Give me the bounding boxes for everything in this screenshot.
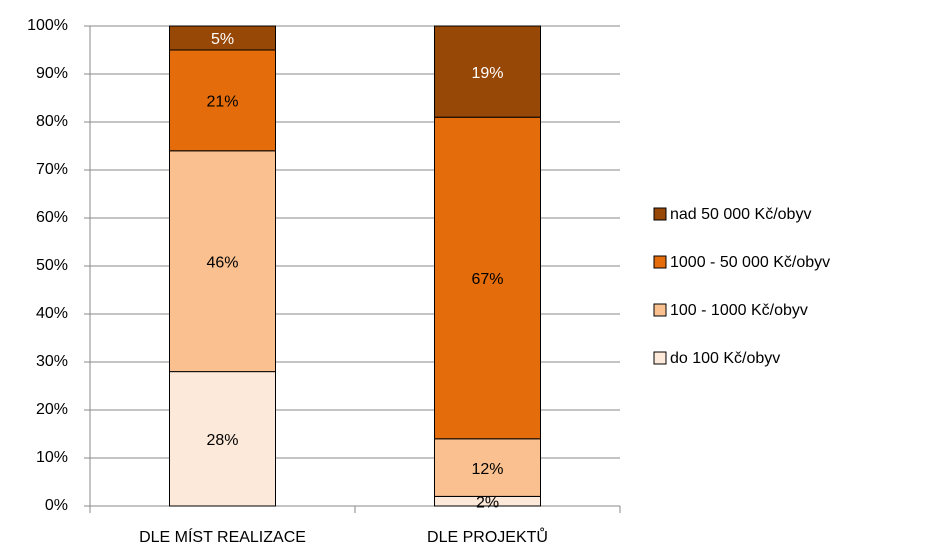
x-tick-label: DLE MÍST REALIZACE <box>139 527 306 546</box>
data-label: 12% <box>471 461 503 478</box>
legend-label: nad 50 000 Kč/obyv <box>670 206 811 223</box>
bar-segment <box>169 25 276 51</box>
bar-segment <box>169 49 276 152</box>
legend-swatch <box>653 207 667 221</box>
bar-segment <box>434 116 541 440</box>
legend-swatch <box>653 255 667 269</box>
y-tick-label: 20% <box>36 401 68 418</box>
bar-segment <box>434 438 541 497</box>
y-tick-label: 40% <box>36 305 68 322</box>
legend-label: 1000 - 50 000 Kč/obyv <box>670 254 830 271</box>
data-label: 2% <box>476 494 499 511</box>
legend-label: do 100 Kč/obyv <box>670 350 780 367</box>
y-tick-label: 30% <box>36 353 68 370</box>
x-tick-label: DLE PROJEKTŮ <box>427 527 548 546</box>
y-tick-label: 0% <box>45 497 68 514</box>
y-tick-label: 100% <box>27 17 68 34</box>
y-tick-label: 80% <box>36 113 68 130</box>
data-label: 67% <box>471 271 503 288</box>
legend-label: 100 - 1000 Kč/obyv <box>670 302 808 319</box>
y-tick-label: 60% <box>36 209 68 226</box>
data-label: 19% <box>471 65 503 82</box>
y-tick-label: 50% <box>36 257 68 274</box>
data-label: 21% <box>206 94 238 111</box>
data-label: 5% <box>211 31 234 48</box>
y-tick-label: 10% <box>36 449 68 466</box>
bar-segment <box>434 25 541 118</box>
legend-swatch <box>653 303 667 317</box>
data-label: 46% <box>206 254 238 271</box>
y-tick-label: 90% <box>36 65 68 82</box>
y-tick-label: 70% <box>36 161 68 178</box>
data-label: 28% <box>206 432 238 449</box>
bar-segment <box>169 150 276 373</box>
bar-segment <box>169 371 276 507</box>
legend-swatch <box>653 351 667 365</box>
